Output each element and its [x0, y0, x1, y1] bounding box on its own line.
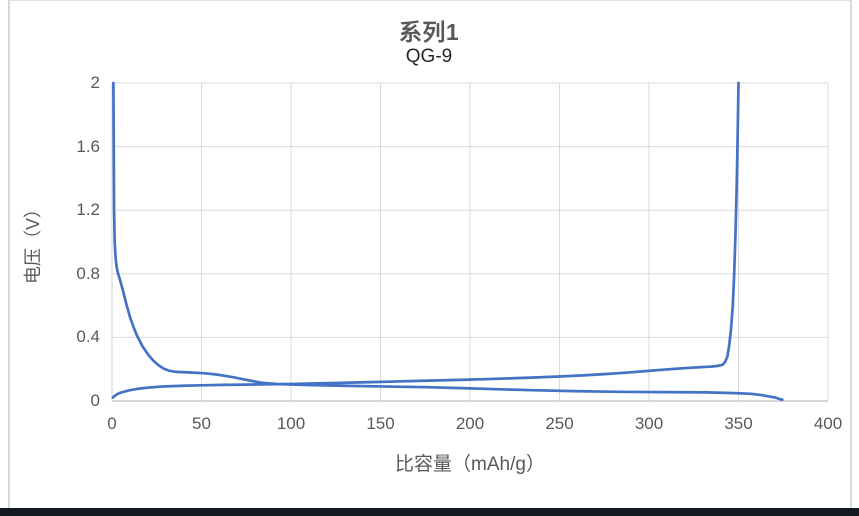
x-tick-label: 100	[276, 414, 306, 433]
window-frame-left	[8, 0, 10, 508]
x-tick-label: 250	[545, 414, 574, 433]
window-bottom-edge	[0, 508, 859, 516]
chart-subtitle: QG-9	[405, 46, 453, 67]
y-tick-label: 1.6	[76, 136, 100, 156]
y-tick-label: 2	[90, 73, 100, 92]
x-tick-label: 350	[724, 414, 753, 433]
x-tick-label: 200	[455, 414, 485, 433]
y-tick-label: 1.2	[76, 200, 100, 220]
series-line-charge-branch	[111, 81, 740, 399]
y-tick-label: 0	[90, 391, 100, 410]
x-tick-label: 50	[192, 414, 211, 433]
x-tick-label: 150	[366, 414, 395, 433]
series-line-discharge-branch	[112, 81, 784, 402]
x-tick-label: 400	[813, 414, 843, 433]
y-tick-label: 0.8	[76, 263, 100, 283]
x-axis-title: 比容量（mAh/g）	[395, 454, 545, 475]
x-tick-label: 300	[634, 414, 664, 433]
x-tick-label: 0	[107, 414, 117, 433]
window-frame-right	[850, 0, 852, 508]
y-tick-label: 0.4	[76, 327, 100, 347]
chart-title: 系列1	[398, 19, 460, 45]
window-frame-top	[8, 0, 852, 1]
